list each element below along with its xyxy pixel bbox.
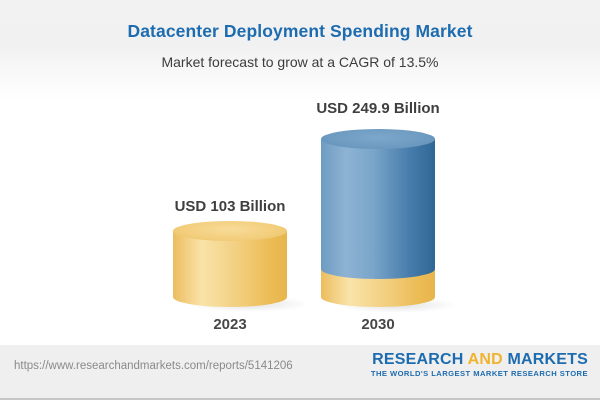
logo-tagline: THE WORLD'S LARGEST MARKET RESEARCH STOR… (370, 369, 588, 378)
logo-word-research: RESEARCH (372, 351, 464, 368)
logo-wordmark: RESEARCH AND MARKETS (371, 351, 588, 369)
axis-label-2030: 2030 (361, 316, 395, 333)
bar-2030-growth-segment (321, 139, 435, 279)
logo-word-markets: MARKETS (507, 351, 588, 368)
chart-subtitle: Market forecast to grow at a CAGR of 13.… (161, 54, 439, 70)
axis-label-2023: 2023 (213, 316, 247, 333)
bar-2023-cylinder-top (173, 221, 287, 241)
footer-bar: https://www.researchandmarkets.com/repor… (0, 345, 600, 400)
chart-header: Datacenter Deployment Spending Market Ma… (0, 0, 600, 100)
value-label-2030: USD 249.9 Billion (316, 100, 440, 117)
bar-2030-cylinder-top (321, 129, 435, 149)
value-label-2023: USD 103 Billion (174, 198, 286, 215)
bar-2023-cylinder (173, 231, 287, 307)
research-and-markets-logo[interactable]: RESEARCH AND MARKETS THE WORLD'S LARGEST… (371, 351, 588, 379)
report-url[interactable]: https://www.researchandmarkets.com/repor… (14, 360, 293, 372)
chart-title: Datacenter Deployment Spending Market (127, 21, 473, 41)
logo-word-and: AND (467, 351, 503, 368)
